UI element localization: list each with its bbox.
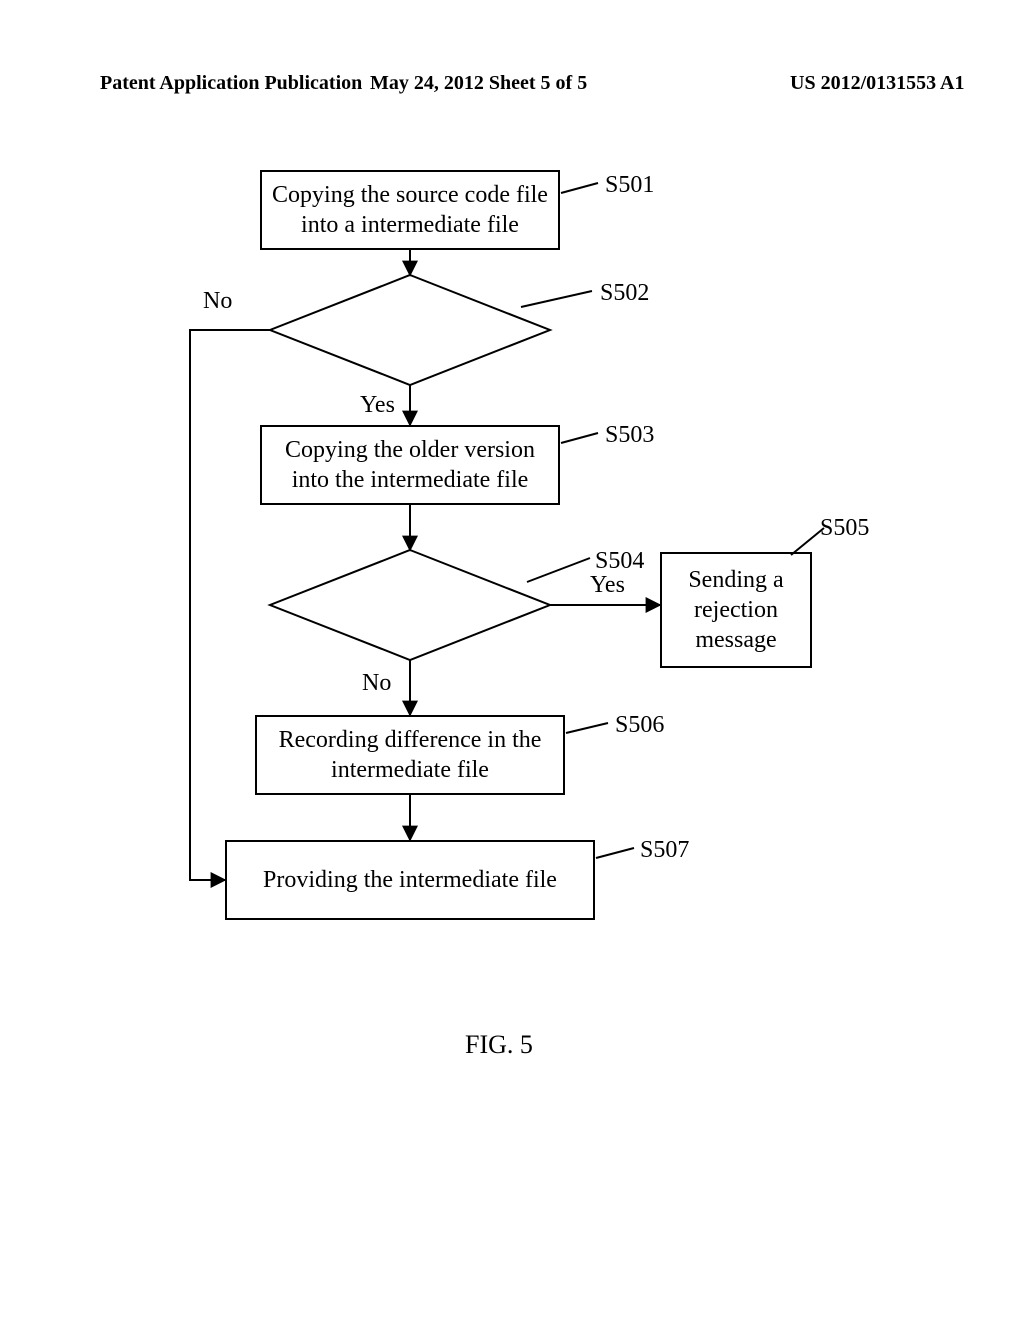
edge-label-s504-yes: Yes [590, 572, 625, 599]
step-s503-box: Copying the older version into the inter… [260, 425, 560, 505]
header-pubnum: US 2012/0131553 A1 [790, 72, 964, 95]
label-s503: S503 [605, 422, 654, 449]
label-s506: S506 [615, 712, 664, 739]
header-left: Patent Application Publication [100, 72, 362, 95]
label-s502: S502 [600, 280, 649, 307]
header-center: May 24, 2012 Sheet 5 of 5 [370, 72, 587, 95]
label-s505: S505 [820, 515, 869, 542]
label-s507: S507 [640, 837, 689, 864]
step-s503-text: Copying the older version into the inter… [270, 435, 550, 495]
step-s506-text: Recording difference in the intermediate… [265, 725, 555, 785]
step-s505-text: Sending a rejection message [670, 565, 802, 655]
figure-caption: FIG. 5 [465, 1030, 533, 1060]
edge-label-s504-no: No [362, 670, 391, 697]
step-s506-box: Recording difference in the intermediate… [255, 715, 565, 795]
step-s501-text: Copying the source code file into a inte… [270, 180, 550, 240]
step-s501-box: Copying the source code file into a inte… [260, 170, 560, 250]
step-s504-text: Are they the same? [335, 578, 485, 636]
edge-label-s502-no: No [203, 288, 232, 315]
step-s507-text: Providing the intermediate file [263, 865, 557, 895]
edge-label-s502-yes: Yes [360, 392, 395, 419]
label-s504: S504 [595, 548, 644, 575]
step-s505-box: Sending a rejection message [660, 552, 812, 668]
step-s507-box: Providing the intermediate file [225, 840, 595, 920]
label-s501: S501 [605, 172, 654, 199]
step-s502-text: Is there an older version? [330, 302, 490, 360]
